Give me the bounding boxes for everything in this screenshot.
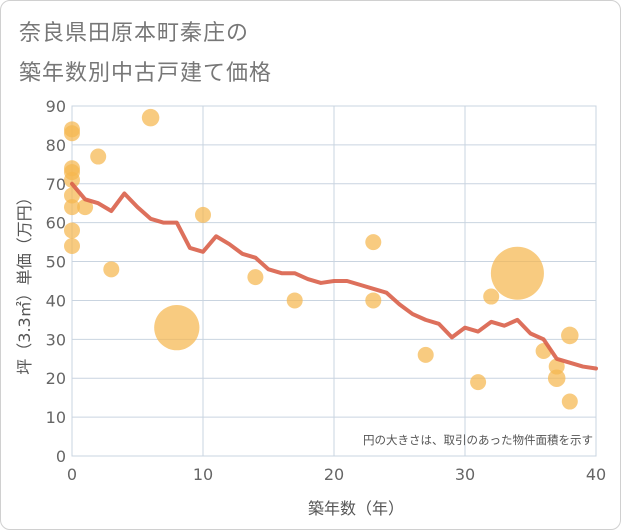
data-point xyxy=(90,148,107,165)
x-axis-label: 築年数（年） xyxy=(308,499,404,518)
chart-title-line1: 奈良県田原本町秦庄の xyxy=(19,21,250,46)
y-tick-label: 40 xyxy=(46,291,66,310)
x-tick-label: 10 xyxy=(193,465,213,484)
x-tick-labels: 0 10 20 30 40 xyxy=(67,465,606,484)
data-point xyxy=(417,346,434,363)
y-tick-labels: 0 10 20 30 40 50 60 70 80 90 xyxy=(46,97,66,466)
y-tick-label: 70 xyxy=(46,175,66,194)
chart-title-line2: 築年数別中古戸建て価格 xyxy=(19,61,273,86)
data-point xyxy=(547,369,566,387)
y-tick-label: 10 xyxy=(46,408,66,427)
data-point xyxy=(154,305,200,351)
data-point xyxy=(561,393,578,410)
data-point xyxy=(141,108,160,127)
y-tick-label: 50 xyxy=(46,253,66,272)
trend-line-group xyxy=(70,181,598,371)
y-tick-label: 0 xyxy=(56,447,66,466)
x-tick-label: 0 xyxy=(67,465,77,484)
data-point xyxy=(195,206,211,223)
data-point xyxy=(64,125,80,142)
data-points xyxy=(64,108,579,410)
size-note: 円の大きさは、取引のあった物件面積を示す xyxy=(363,433,593,447)
data-point xyxy=(470,374,487,391)
data-point xyxy=(365,234,382,251)
y-tick-label: 20 xyxy=(46,369,66,388)
data-point xyxy=(490,246,544,300)
data-point xyxy=(103,261,120,278)
data-point xyxy=(64,238,80,254)
data-point xyxy=(64,171,80,188)
x-tick-label: 30 xyxy=(455,465,475,484)
data-point xyxy=(483,288,500,305)
x-tick-label: 40 xyxy=(586,465,606,484)
y-tick-label: 90 xyxy=(46,97,66,116)
y-tick-label: 30 xyxy=(46,330,66,349)
x-tick-label: 20 xyxy=(324,465,344,484)
data-point xyxy=(77,199,94,216)
data-point xyxy=(64,222,80,239)
data-point xyxy=(247,269,264,286)
trend-line xyxy=(70,181,598,371)
y-axis-label: 坪（3.3㎡）単価（万円） xyxy=(15,189,34,374)
data-point xyxy=(64,199,80,216)
data-point xyxy=(365,292,382,309)
y-tick-label: 80 xyxy=(46,136,66,155)
data-point xyxy=(561,326,579,345)
data-point xyxy=(286,292,303,309)
y-tick-label: 60 xyxy=(46,214,66,233)
